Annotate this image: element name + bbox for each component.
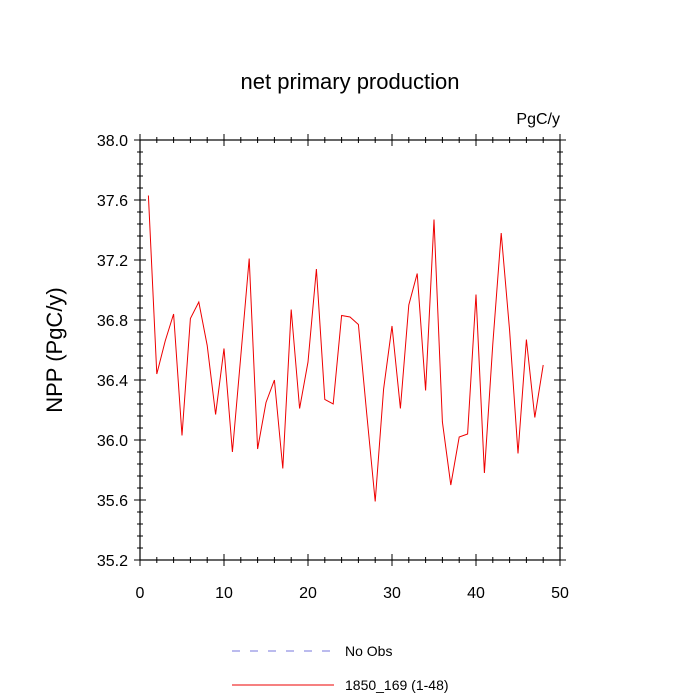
y-tick-labels: 35.2 35.6 36.0 36.4 36.8 37.2 37.6 38.0	[97, 133, 128, 570]
axis-ticks	[134, 134, 566, 566]
legend: No Obs 1850_169 (1-48)	[232, 643, 449, 693]
x-tick-label: 20	[299, 585, 317, 602]
x-tick-label: 40	[467, 585, 485, 602]
series-line-1	[147, 195, 544, 502]
units-label: PgC/y	[516, 111, 560, 128]
plot-frame	[139, 139, 561, 561]
x-tick-label: 0	[136, 585, 145, 602]
y-tick-label: 38.0	[97, 133, 128, 150]
y-tick-label: 35.2	[97, 553, 128, 570]
y-tick-label: 37.6	[97, 193, 128, 210]
y-axis-label: NPP (PgC/y)	[42, 287, 67, 413]
x-tick-label: 50	[551, 585, 569, 602]
y-tick-label: 36.4	[97, 373, 128, 390]
y-tick-label: 36.8	[97, 313, 128, 330]
chart-title: net primary production	[241, 69, 460, 94]
series-lines	[147, 195, 544, 502]
y-tick-label: 35.6	[97, 493, 128, 510]
legend-label-1850-169: 1850_169 (1-48)	[345, 677, 449, 693]
x-tick-label: 30	[383, 585, 401, 602]
x-tick-label: 10	[215, 585, 233, 602]
y-tick-label: 36.0	[97, 433, 128, 450]
y-tick-label: 37.2	[97, 253, 128, 270]
legend-label-no-obs: No Obs	[345, 643, 392, 659]
x-tick-labels: 0 10 20 30 40 50	[136, 585, 569, 602]
